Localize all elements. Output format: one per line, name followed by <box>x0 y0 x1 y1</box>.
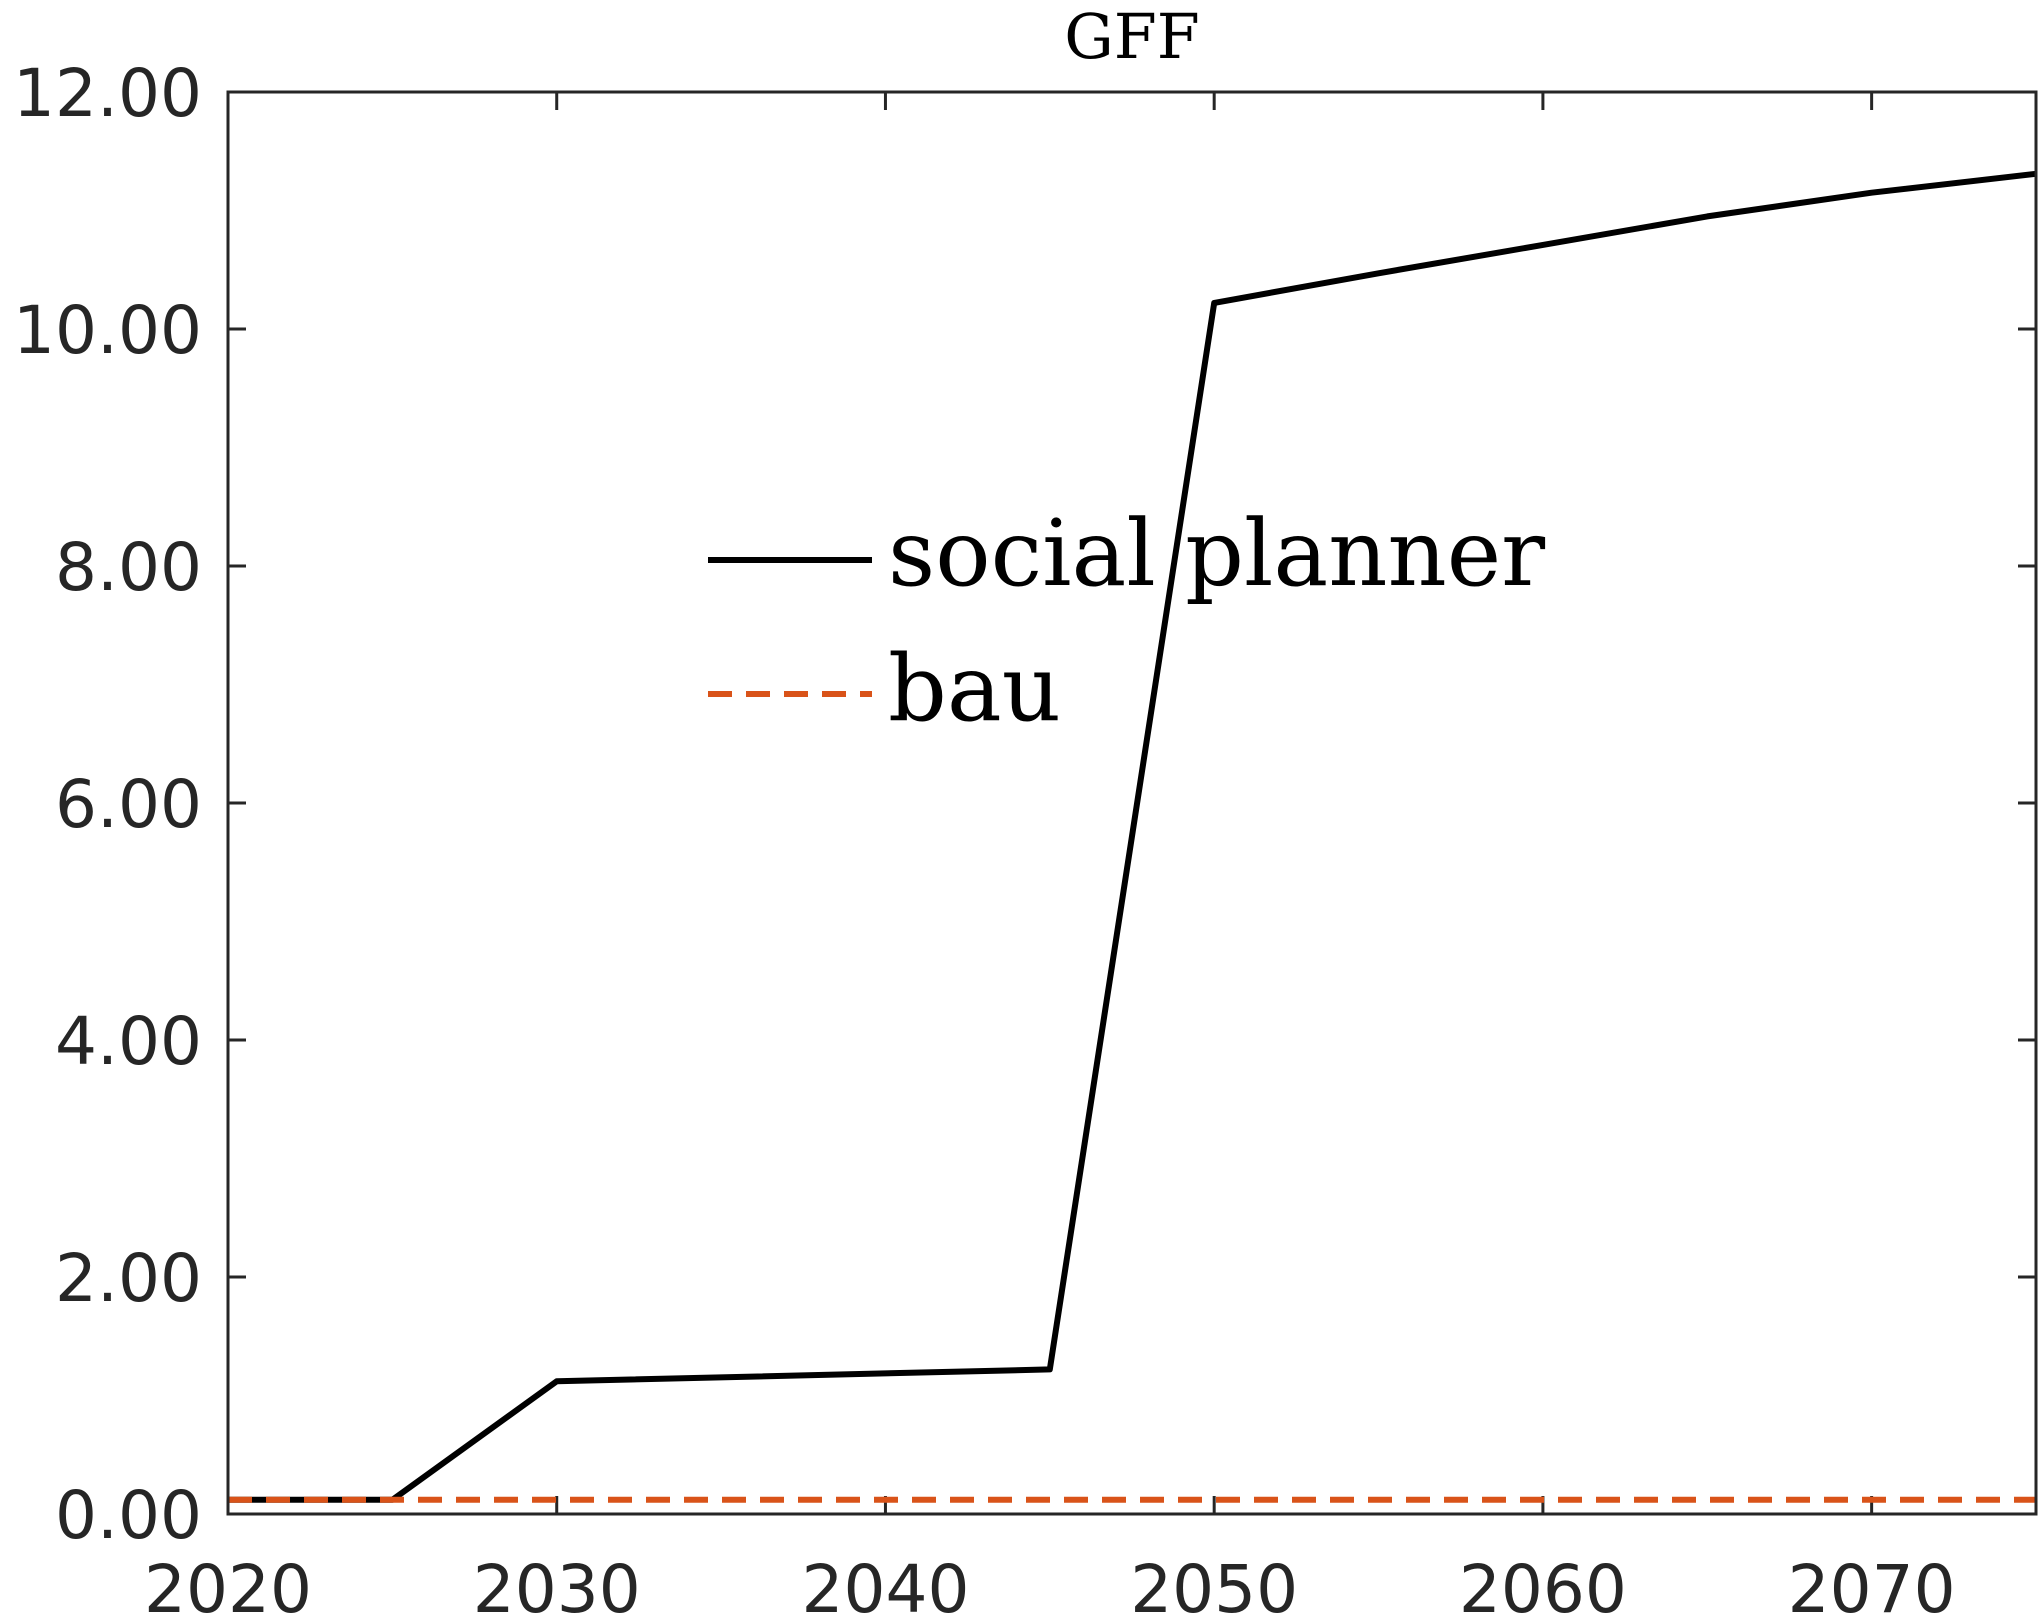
x-tick-label: 2040 <box>801 1551 969 1614</box>
x-tick-label: 2060 <box>1459 1551 1627 1614</box>
y-tick-label: 6.00 <box>55 766 202 843</box>
legend-label-bau: bau <box>888 635 1061 742</box>
y-tick-label: 2.00 <box>55 1240 202 1317</box>
legend-label-social-planner: social planner <box>888 500 1545 607</box>
plot-area-background <box>228 92 2036 1514</box>
x-tick-label: 2030 <box>473 1551 641 1614</box>
series-layer <box>228 170 2037 1503</box>
chart-title: GFF <box>1064 0 1200 73</box>
y-tick-label: 12.00 <box>13 55 202 132</box>
series-line-social-planner <box>228 170 2037 1503</box>
y-axis-ticks: 0.00 2.00 4.00 6.00 8.00 10.00 12.00 <box>13 55 2036 1554</box>
x-axis-ticks: 2020 2030 2040 2050 2060 2070 <box>144 92 1956 1614</box>
plot-frame <box>226 90 2038 1516</box>
x-tick-label: 2020 <box>144 1551 312 1614</box>
x-tick-label: 2070 <box>1788 1551 1956 1614</box>
y-tick-label: 0.00 <box>55 1477 202 1554</box>
x-tick-label: 2050 <box>1130 1551 1298 1614</box>
y-tick-label: 10.00 <box>13 292 202 369</box>
y-tick-label: 8.00 <box>55 529 202 606</box>
y-tick-label: 4.00 <box>55 1003 202 1080</box>
legend: social planner bau <box>708 500 1545 742</box>
